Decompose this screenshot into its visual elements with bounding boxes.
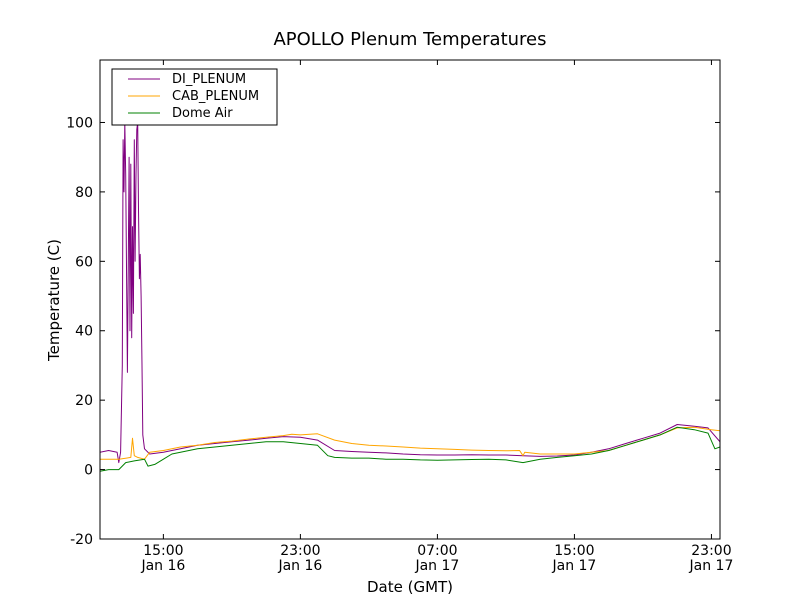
x-axis-label: Date (GMT) [367, 578, 453, 596]
x-tick-date-label: Jan 16 [140, 558, 185, 574]
x-tick-time-label: 15:00 [554, 543, 594, 559]
x-tick-time-label: 23:00 [280, 543, 320, 559]
legend-label: DI_PLENUM [172, 72, 246, 87]
y-tick-label: -20 [70, 532, 93, 548]
y-tick-label: 0 [84, 463, 93, 479]
y-tick-label: 20 [75, 393, 93, 409]
y-axis-label: Temperature (C) [45, 239, 63, 362]
series-line-dome-air [100, 426, 720, 472]
x-tick-date-label: Jan 17 [414, 558, 459, 574]
plot-frame [99, 59, 721, 540]
x-tick-time-label: 23:00 [691, 543, 731, 559]
series-line-di-plenum [100, 122, 720, 464]
y-tick-label: 40 [75, 324, 93, 340]
chart-title: APOLLO Plenum Temperatures [273, 29, 546, 50]
x-tick-date-label: Jan 16 [277, 558, 322, 574]
x-tick-date-label: Jan 17 [689, 558, 734, 574]
y-tick-label: 100 [66, 115, 93, 131]
legend-label: Dome Air [172, 106, 233, 121]
series-line-cab-plenum [100, 426, 720, 460]
x-tick-time-label: 07:00 [417, 543, 457, 559]
legend-box [111, 68, 278, 126]
y-tick-label: 80 [75, 185, 93, 201]
legend-label: CAB_PLENUM [172, 89, 259, 104]
x-tick-date-label: Jan 17 [551, 558, 596, 574]
x-tick-time-label: 15:00 [143, 543, 183, 559]
y-tick-label: 60 [75, 254, 93, 270]
